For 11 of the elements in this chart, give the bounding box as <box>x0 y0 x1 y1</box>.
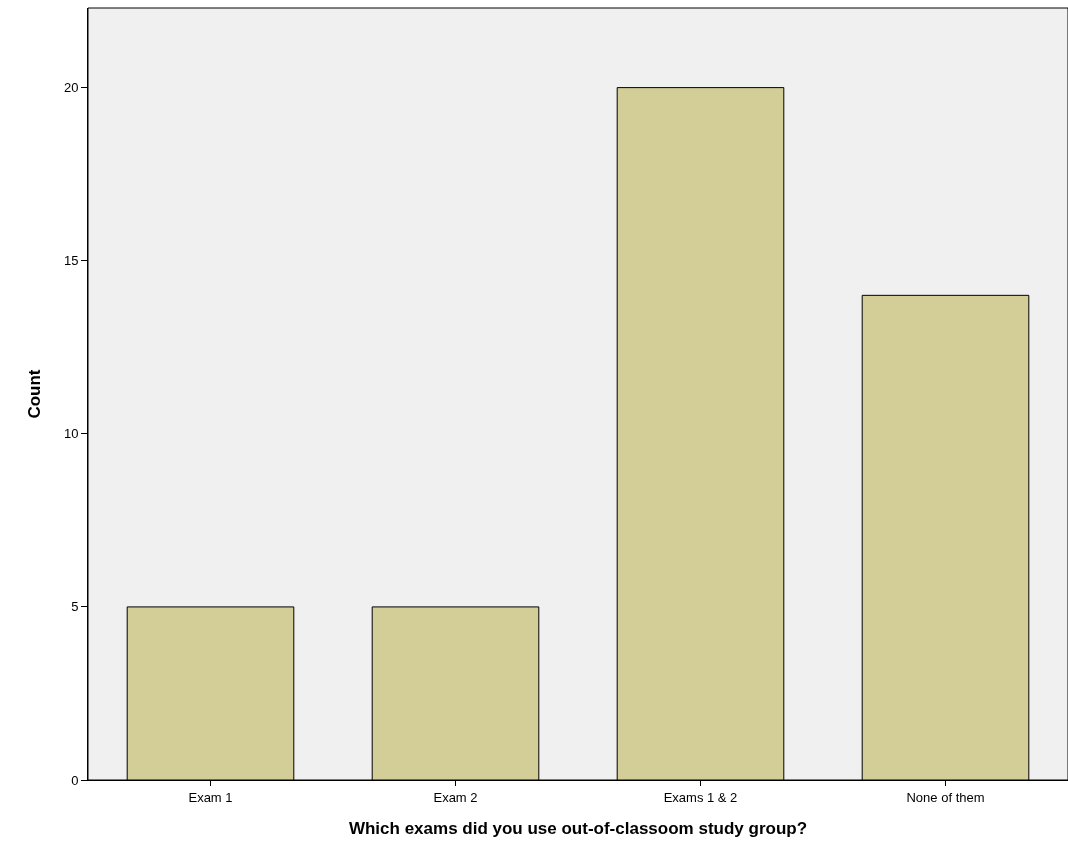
x-tick-label: Exam 2 <box>433 789 478 805</box>
x-tick-label: Exam 1 <box>188 789 233 805</box>
y-tick-label: 20 <box>63 80 79 96</box>
x-axis-title: Which exams did you use out-of-classoom study group? <box>348 819 808 838</box>
x-tick-label: None of them <box>906 789 985 805</box>
y-tick-label: 0 <box>71 772 79 788</box>
y-axis-title: Count <box>25 369 45 419</box>
x-tick-label: Exams 1 & 2 <box>663 789 738 805</box>
y-tick-label: 10 <box>63 426 79 442</box>
y-tick-label: 15 <box>63 253 79 269</box>
y-tick-label: 5 <box>71 599 79 615</box>
